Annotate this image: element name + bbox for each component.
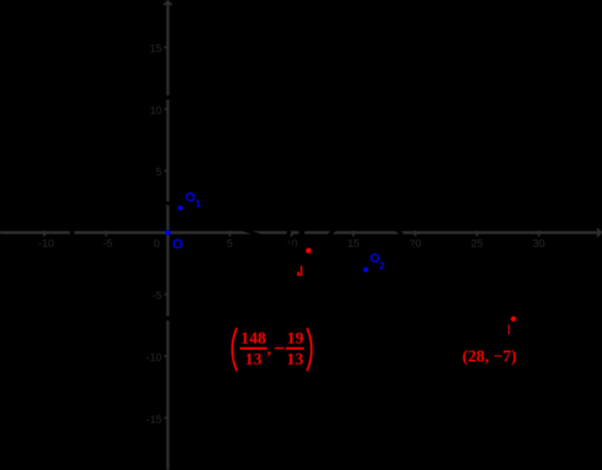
svg-text:,: , — [267, 339, 271, 358]
svg-text:15: 15 — [347, 238, 359, 250]
svg-text:-15: -15 — [146, 414, 162, 426]
svg-text:-5: -5 — [152, 290, 162, 302]
svg-text:-10: -10 — [146, 352, 162, 364]
svg-text:2: 2 — [379, 261, 385, 272]
svg-text:19: 19 — [287, 329, 304, 348]
svg-text:-5: -5 — [103, 238, 113, 250]
svg-text:O: O — [172, 236, 183, 252]
svg-text:5: 5 — [156, 167, 162, 179]
svg-text:30: 30 — [533, 238, 545, 250]
svg-text:13: 13 — [287, 349, 304, 368]
svg-text:0: 0 — [154, 238, 160, 250]
svg-text:15: 15 — [150, 43, 162, 55]
svg-text:-10: -10 — [38, 238, 54, 250]
svg-text:148: 148 — [241, 329, 267, 348]
svg-text:25: 25 — [471, 238, 483, 250]
svg-text:10: 10 — [150, 105, 162, 117]
svg-text:5: 5 — [227, 238, 233, 250]
svg-text:O: O — [185, 190, 195, 205]
svg-text:1: 1 — [195, 199, 201, 210]
svg-text:(28, −7): (28, −7) — [462, 347, 516, 366]
svg-text:O: O — [370, 251, 380, 266]
svg-text:13: 13 — [245, 349, 262, 368]
